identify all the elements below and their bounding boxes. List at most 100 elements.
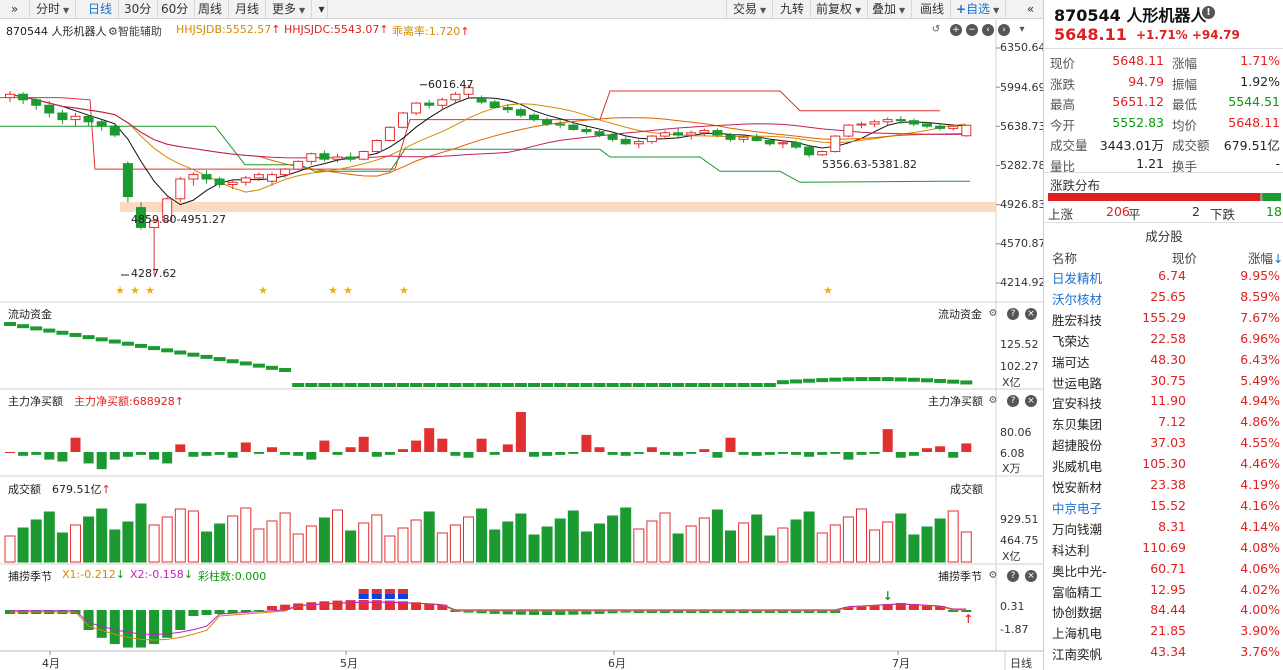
arrow-up-icon: ↑	[379, 23, 389, 36]
component-row[interactable]: 上海机电 21.85 3.90%	[1044, 621, 1283, 642]
component-change: 4.46%	[1240, 456, 1280, 472]
col-price[interactable]: 现价	[1172, 251, 1198, 266]
volume-bar	[423, 511, 435, 563]
quote-key: 成交量	[1050, 138, 1088, 153]
flow-axis-label: 125.52	[1000, 338, 1039, 351]
main-buy-bar	[581, 434, 592, 452]
trade-button[interactable]: 交易 ▼	[726, 0, 774, 19]
quote-key: 涨跌	[1050, 76, 1076, 92]
main-buy-bar	[371, 452, 382, 457]
expand-icon[interactable]: «	[1026, 2, 1035, 16]
scroll-left-icon[interactable]: ‹	[982, 24, 994, 36]
gear-icon: ⚙	[108, 25, 118, 38]
main-buy-bar	[280, 452, 291, 455]
tab-monthly[interactable]: 月线	[229, 0, 267, 19]
main-buy-bar	[319, 440, 330, 452]
scroll-right-icon[interactable]: ›	[998, 24, 1010, 36]
main-buy-bar	[830, 452, 841, 454]
quote-key: 涨幅	[1172, 56, 1198, 71]
zoom-in-icon[interactable]: +	[950, 24, 962, 36]
season-axis-label: 0.31	[1000, 600, 1025, 613]
component-row[interactable]: 宜安科技 11.90 4.94%	[1044, 391, 1283, 412]
indicator-hhjsjdb-value: HHJSJDB:5552.57	[176, 23, 272, 36]
chevron-down-icon: ▼	[760, 6, 767, 15]
chevron-down-icon[interactable]: ▾	[1019, 24, 1025, 35]
close-icon[interactable]: ×	[1025, 570, 1037, 582]
help-icon[interactable]: ?	[1007, 570, 1019, 582]
component-row[interactable]: 世运电路 30.75 5.49%	[1044, 371, 1283, 392]
col-change[interactable]: 涨幅↓	[1248, 248, 1283, 267]
tab-60min[interactable]: 60分	[155, 0, 196, 19]
draw-line-button[interactable]: 画线	[914, 0, 952, 19]
component-change: 3.76%	[1240, 644, 1280, 660]
component-row[interactable]: 超捷股份 37.03 4.55%	[1044, 433, 1283, 454]
main-buy-bar	[843, 452, 854, 460]
component-row[interactable]: 奥比中光- 60.71 4.06%	[1044, 559, 1283, 580]
star-icon: ★	[115, 284, 125, 297]
kline-chart[interactable]: ★ ★ ★ ★ ★ ★ ★ ★ ↓ ↑	[0, 19, 1043, 670]
volume-bar	[135, 503, 147, 563]
component-row[interactable]: 江南奕帆 43.34 3.76%	[1044, 642, 1283, 663]
assist-toggle[interactable]: ⚙智能辅助	[108, 23, 162, 39]
close-icon[interactable]: ×	[1025, 395, 1037, 407]
volume-bar	[751, 514, 763, 563]
overlay-button[interactable]: 叠加 ▼	[866, 0, 913, 19]
candle	[371, 139, 382, 153]
volume-bar	[410, 519, 422, 563]
zoom-out-icon[interactable]: −	[966, 24, 978, 36]
flat-label: 平	[1128, 207, 1141, 222]
help-icon[interactable]: ?	[1007, 308, 1019, 320]
volume-bar	[764, 535, 776, 563]
quote-panel: 870544 人形机器人 ! 5648.11 +1.71% +94.79 现价 5…	[1043, 0, 1283, 670]
component-row[interactable]: 协创数据 84.44 4.00%	[1044, 600, 1283, 621]
component-row[interactable]: 东贝集团 7.12 4.86%	[1044, 412, 1283, 433]
plus-icon: +	[956, 2, 967, 16]
adjust-button[interactable]: 前复权 ▼	[810, 0, 869, 19]
component-row[interactable]: 科达利 110.69 4.08%	[1044, 538, 1283, 559]
tab-more[interactable]: 更多 ▼	[266, 0, 313, 19]
tab-daily[interactable]: 日线	[82, 0, 120, 19]
component-row[interactable]: 中京电子 15.52 4.16%	[1044, 496, 1283, 517]
component-row[interactable]: 沃尔核材 25.65 8.59%	[1044, 287, 1283, 308]
nine-turn-button[interactable]: 九转	[774, 0, 812, 19]
tab-weekly[interactable]: 周线	[192, 0, 230, 19]
volume-bar	[698, 517, 710, 563]
gear-icon[interactable]: ⚙	[988, 395, 998, 406]
component-row[interactable]: 胜宏科技 155.29 7.67%	[1044, 308, 1283, 329]
component-row[interactable]: 万向钱潮 8.31 4.14%	[1044, 517, 1283, 538]
candle	[149, 220, 160, 228]
main-buy-bar	[777, 452, 788, 454]
season-bar	[594, 610, 605, 614]
component-row[interactable]: 瑞可达 48.30 6.43%	[1044, 350, 1283, 371]
candle	[935, 125, 946, 129]
volume-bar	[856, 508, 867, 563]
close-icon[interactable]: ×	[1025, 308, 1037, 320]
gear-icon[interactable]: ⚙	[988, 308, 998, 319]
volume-bar	[633, 528, 645, 563]
add-watchlist-button[interactable]: +自选 ▼	[950, 0, 1007, 19]
undo-icon[interactable]: ↺	[931, 24, 941, 35]
main-buy-bar	[358, 436, 369, 452]
main-buy-axis-label: 6.08	[1000, 447, 1025, 460]
component-row[interactable]: 飞荣达 22.58 6.96%	[1044, 329, 1283, 350]
info-icon[interactable]: !	[1202, 6, 1215, 19]
chevron-down-icon[interactable]: ▾	[316, 0, 328, 19]
chevron-down-icon: ▼	[855, 6, 862, 15]
collapse-icon[interactable]: »	[0, 0, 30, 19]
tab-30min[interactable]: 30分	[118, 0, 159, 19]
gear-icon[interactable]: ⚙	[988, 570, 998, 581]
col-name[interactable]: 名称	[1052, 251, 1078, 266]
indicator-hhjsjdc: HHJSJDC:5543.07↑	[284, 23, 389, 36]
component-row[interactable]: 富临精工 12.95 4.02%	[1044, 580, 1283, 601]
component-row[interactable]: 悦安新材 23.38 4.19%	[1044, 475, 1283, 496]
main-buy-bar	[57, 452, 68, 462]
component-row[interactable]: 兆威机电 105.30 4.46%	[1044, 454, 1283, 475]
overlay-label: 叠加	[872, 2, 897, 16]
tab-intraday[interactable]: 分时 ▼	[30, 0, 77, 19]
help-icon[interactable]: ?	[1007, 395, 1019, 407]
season-bar	[214, 610, 225, 614]
component-change: 4.19%	[1240, 477, 1280, 492]
volume-bar	[685, 525, 697, 563]
component-row[interactable]: 日发精机 6.74 9.95%	[1044, 266, 1283, 287]
volume-bar	[187, 510, 199, 563]
